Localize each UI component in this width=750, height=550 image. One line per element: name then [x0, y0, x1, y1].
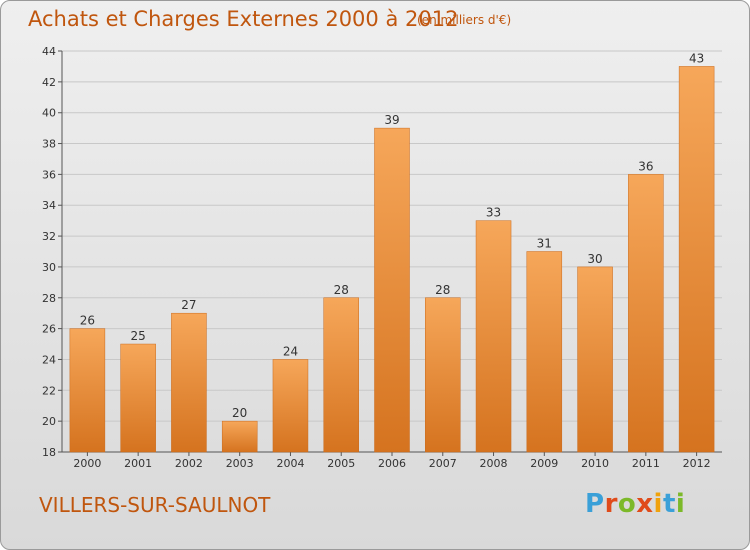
value-label: 36: [638, 159, 653, 173]
value-label: 31: [537, 237, 552, 251]
bar-2002: [171, 312, 207, 453]
y-tick-label: 34: [42, 199, 56, 212]
value-label: 43: [689, 51, 704, 65]
y-tick-label: 42: [42, 76, 56, 89]
y-tick-label: 22: [42, 384, 56, 397]
y-tick-label: 40: [42, 107, 56, 120]
value-label: 20: [232, 406, 247, 420]
x-tick-label: 2002: [175, 457, 203, 470]
bar-2004: [272, 359, 309, 453]
bar-2005: [323, 297, 359, 453]
x-tick-label: 2007: [429, 457, 457, 470]
x-tick-label: 2000: [73, 457, 101, 470]
y-tick-label: 26: [42, 323, 56, 336]
proxiti-logo: Proxiti: [585, 489, 686, 519]
x-tick-label: 2003: [226, 457, 254, 470]
x-tick-label: 2006: [378, 457, 406, 470]
chart-title: Achats et Charges Externes 2000 à 2012: [28, 7, 459, 31]
bar-2007: [425, 297, 461, 453]
x-tick-label: 2008: [480, 457, 508, 470]
x-tick-label: 2011: [632, 457, 660, 470]
chart-unit: (en milliers d'€): [417, 13, 512, 27]
value-label: 25: [131, 329, 146, 343]
y-tick-label: 44: [42, 45, 56, 58]
commune-name: VILLERS-SUR-SAULNOT: [39, 493, 271, 517]
value-label: 26: [80, 314, 95, 328]
value-label: 24: [283, 344, 298, 358]
y-tick-label: 38: [42, 138, 56, 151]
x-tick-label: 2012: [683, 457, 711, 470]
bar-2000: [69, 328, 106, 453]
x-tick-label: 2005: [327, 457, 355, 470]
bar-2011: [628, 174, 664, 453]
y-tick-label: 32: [42, 230, 56, 243]
bar-2006: [374, 127, 410, 453]
value-label: 33: [486, 206, 501, 220]
value-label: 30: [587, 252, 602, 266]
value-label: 28: [435, 283, 450, 297]
x-tick-label: 2010: [581, 457, 609, 470]
value-label: 39: [384, 113, 399, 127]
y-tick-label: 18: [42, 446, 56, 459]
bar-2009: [526, 251, 563, 453]
y-tick-label: 24: [42, 353, 56, 366]
bar-2003: [221, 420, 258, 453]
x-tick-label: 2004: [276, 457, 304, 470]
bar-2012: [678, 66, 715, 453]
y-tick-label: 30: [42, 261, 56, 274]
y-tick-label: 36: [42, 168, 56, 181]
y-tick-label: 20: [42, 415, 56, 428]
bar-2001: [120, 343, 156, 453]
x-tick-label: 2009: [530, 457, 558, 470]
bar-2010: [577, 266, 613, 453]
bar-2008: [475, 220, 512, 453]
value-label: 27: [181, 298, 196, 312]
value-label: 28: [334, 283, 349, 297]
y-tick-label: 28: [42, 292, 56, 305]
x-tick-label: 2001: [124, 457, 152, 470]
